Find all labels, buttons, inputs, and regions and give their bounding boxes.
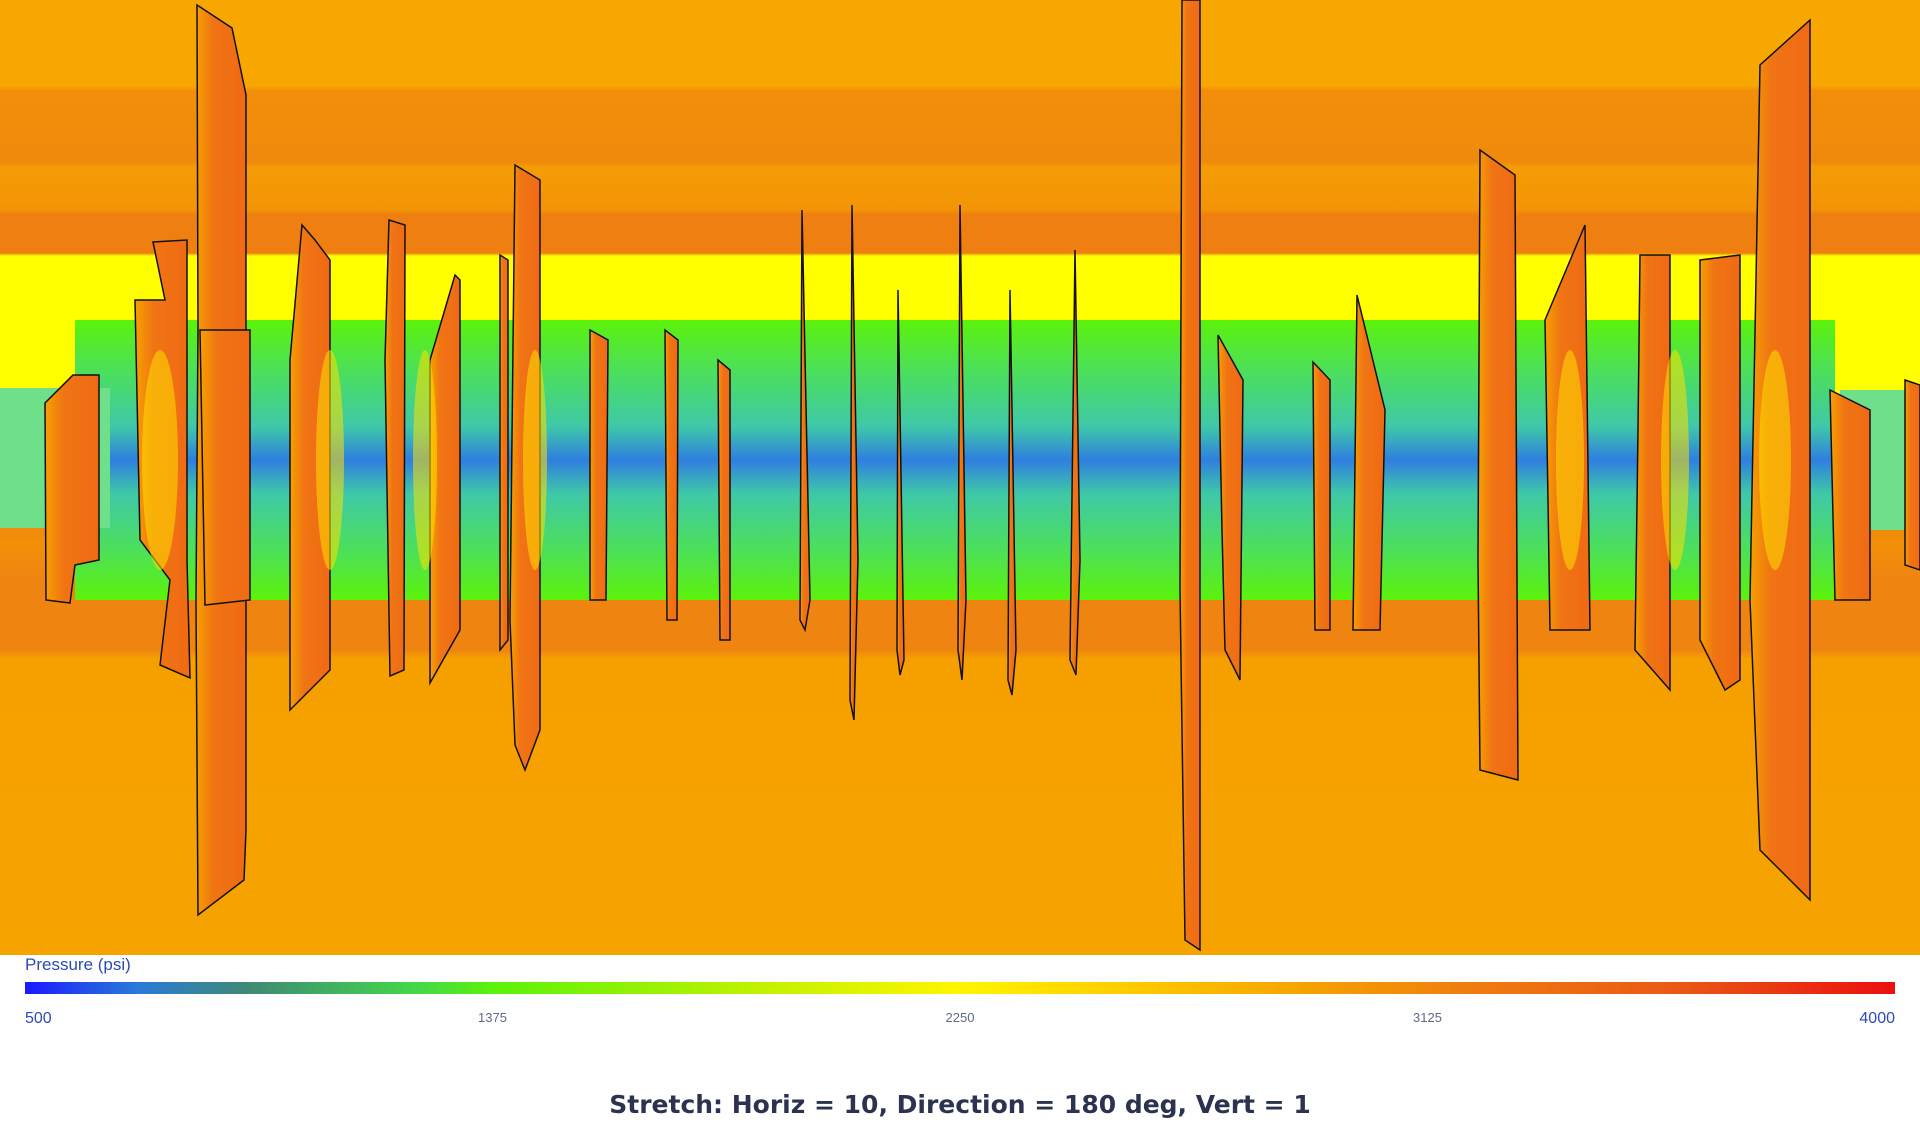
fracture-plane xyxy=(1007,289,1017,696)
pressure-halo xyxy=(316,350,344,570)
fracture-plane xyxy=(664,328,679,621)
pressure-scene xyxy=(0,0,1920,955)
reservoir-band xyxy=(75,320,1835,600)
fracture-plane xyxy=(896,289,905,676)
fracture-plane xyxy=(799,209,811,633)
color-legend: Pressure (psi) 500 1375 2250 3125 4000 xyxy=(25,955,1895,1065)
pressure-halos xyxy=(142,350,1791,570)
fracture-plane xyxy=(1217,334,1244,681)
fracture-plane xyxy=(1829,388,1871,601)
fracture-plane xyxy=(499,253,509,653)
3d-viewport[interactable] xyxy=(0,0,1920,955)
pressure-halo xyxy=(523,350,547,570)
legend-tick: 1375 xyxy=(478,1010,507,1025)
pressure-halo xyxy=(1759,350,1791,570)
fracture-plane xyxy=(429,273,461,686)
fracture-plane xyxy=(1904,378,1920,571)
legend-tick-max: 4000 xyxy=(1859,1010,1895,1027)
legend-title: Pressure (psi) xyxy=(25,955,131,974)
stretch-caption: Stretch: Horiz = 10, Direction = 180 deg… xyxy=(609,1090,1311,1119)
pressure-halo xyxy=(1556,350,1584,570)
fracture-plane xyxy=(1352,294,1386,631)
pressure-halo xyxy=(142,350,178,570)
fracture-plane xyxy=(44,374,100,604)
legend-tick: 3125 xyxy=(1413,1010,1442,1025)
pressure-halo xyxy=(1661,350,1689,570)
fracture-plane xyxy=(1634,254,1671,692)
fracture-plane xyxy=(384,218,406,678)
legend-colorbar xyxy=(25,982,1895,994)
fracture-plane xyxy=(849,204,859,721)
fracture-plane xyxy=(1312,360,1331,631)
legend-tick-min: 500 xyxy=(25,1010,52,1027)
fracture-plane xyxy=(289,223,331,712)
legend-tick: 2250 xyxy=(945,1010,975,1025)
fracture-plane xyxy=(1477,148,1519,781)
fracture-plane xyxy=(1179,0,1201,952)
fracture-plane xyxy=(717,358,731,641)
fracture-plane xyxy=(589,328,609,601)
fracture-plane xyxy=(957,204,967,681)
fracture-plane xyxy=(1699,254,1741,692)
fracture-plane xyxy=(199,329,251,606)
fracture-plane xyxy=(1069,249,1081,676)
pressure-halo xyxy=(413,350,437,570)
